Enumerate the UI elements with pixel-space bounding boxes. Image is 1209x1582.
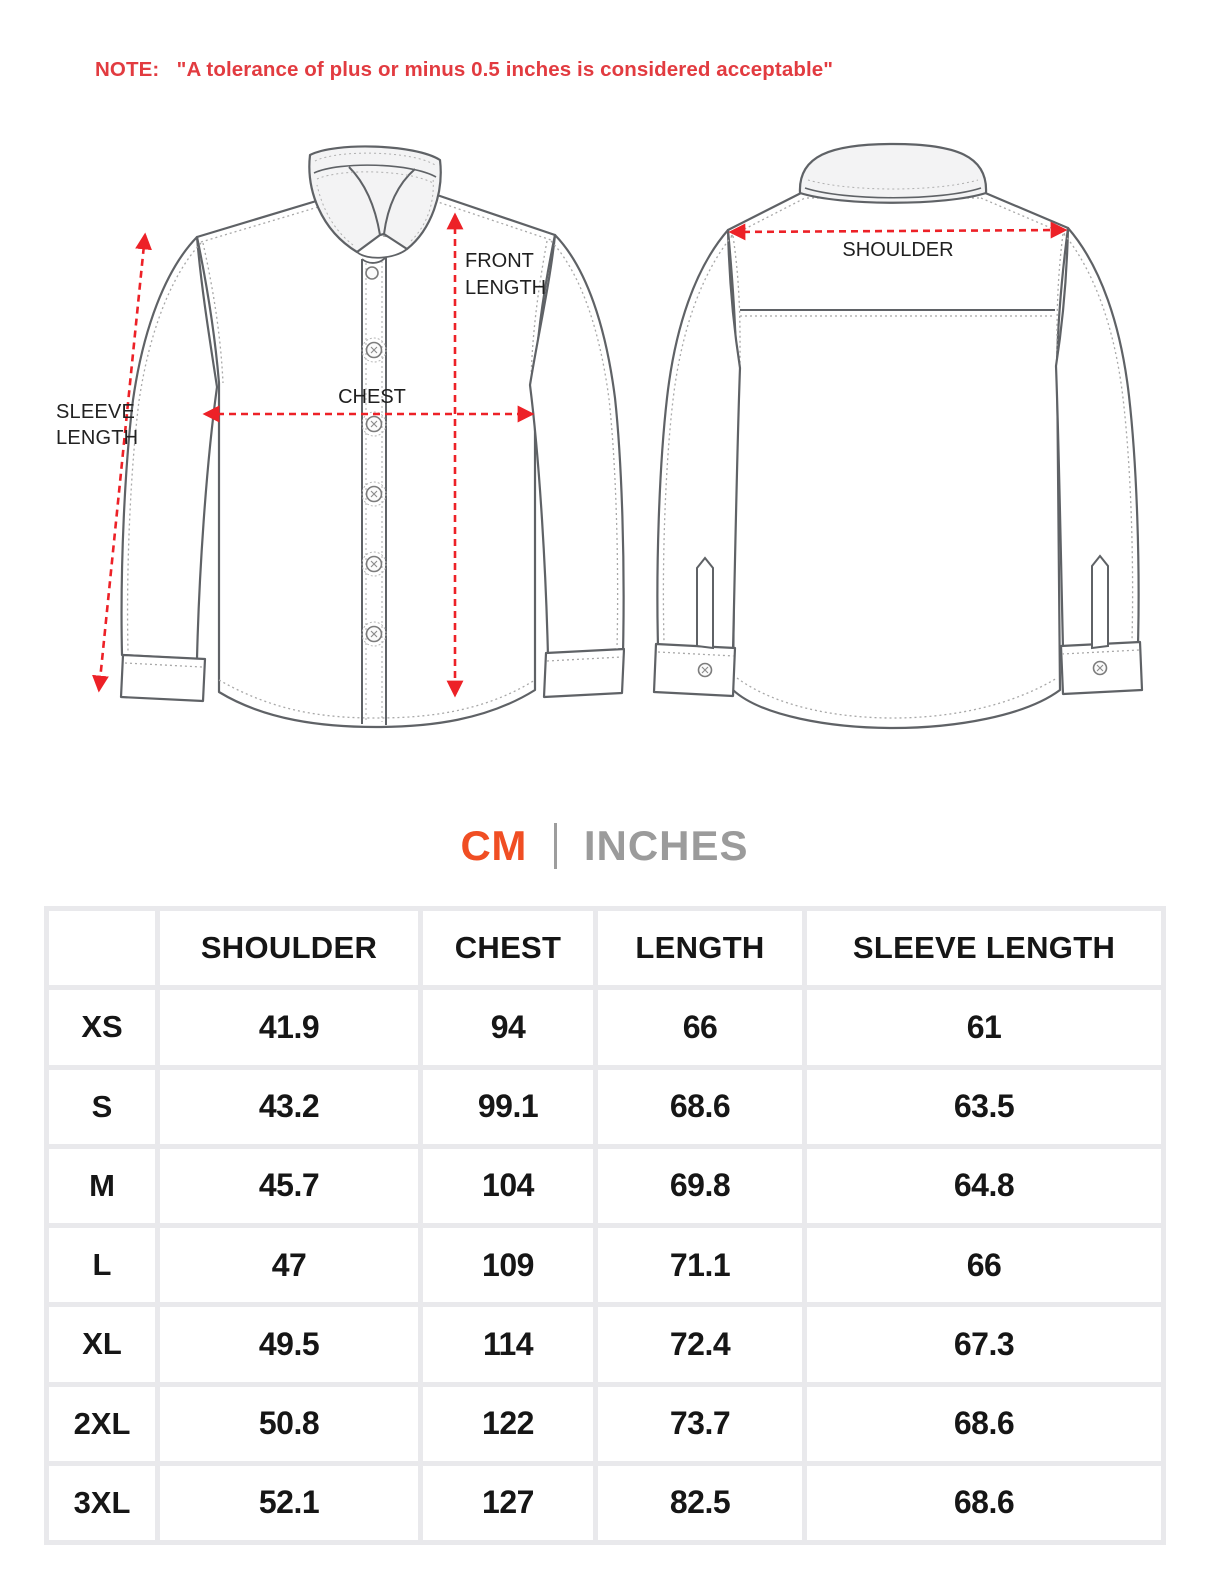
- value-cell: 104: [423, 1148, 593, 1223]
- back-collar: [798, 142, 988, 204]
- value-cell: 68.6: [598, 1069, 802, 1144]
- value-cell: 43.2: [160, 1069, 418, 1144]
- value-cell: 71.1: [598, 1228, 802, 1303]
- value-cell: 127: [423, 1465, 593, 1540]
- header-cell-empty: [49, 911, 155, 986]
- size-cell-s: S: [49, 1069, 155, 1144]
- chest-label: CHEST: [338, 386, 406, 408]
- sleeve-length-arrow: [92, 232, 152, 693]
- back-sleeves: [652, 226, 1144, 698]
- front-length-label-line2: LENGTH: [465, 277, 546, 299]
- header-cell-length: LENGTH: [598, 911, 802, 986]
- size-cell-xl: XL: [49, 1307, 155, 1382]
- value-cell: 49.5: [160, 1307, 418, 1382]
- unit-toggle: CM INCHES: [0, 822, 1209, 870]
- value-cell: 72.4: [598, 1307, 802, 1382]
- header-cell-shoulder: SHOULDER: [160, 911, 418, 986]
- value-cell: 67.3: [807, 1307, 1161, 1382]
- value-cell: 45.7: [160, 1148, 418, 1223]
- sleeve-length-label: SLEEVE LENGTH: [56, 401, 139, 449]
- value-cell: 68.6: [807, 1465, 1161, 1540]
- shoulder-label: SHOULDER: [842, 239, 953, 261]
- back-yoke-seam: [740, 309, 1055, 317]
- value-cell: 66: [807, 1228, 1161, 1303]
- header-cell-sleeve-length: SLEEVE LENGTH: [807, 911, 1161, 986]
- size-cell-3xl: 3XL: [49, 1465, 155, 1540]
- unit-inches-button[interactable]: INCHES: [583, 822, 749, 869]
- value-cell: 109: [423, 1228, 593, 1303]
- shirt-back-drawing: SHOULDER: [652, 142, 1144, 730]
- note-text: "A tolerance of plus or minus 0.5 inches…: [176, 58, 834, 81]
- shirt-front-body: [195, 193, 557, 729]
- value-cell: 82.5: [598, 1465, 802, 1540]
- front-hem-stitch: [218, 679, 536, 719]
- tolerance-note: NOTE: "A tolerance of plus or minus 0.5 …: [95, 58, 833, 82]
- value-cell: 73.7: [598, 1386, 802, 1461]
- front-seam-stitches: [200, 200, 552, 384]
- size-cell-2xl: 2XL: [49, 1386, 155, 1461]
- shirt-back-body: [726, 190, 1070, 730]
- shoulder-arrow: [728, 221, 1068, 241]
- value-cell: 52.1: [160, 1465, 418, 1540]
- value-cell: 122: [423, 1386, 593, 1461]
- size-cell-xs: XS: [49, 990, 155, 1065]
- value-cell: 61: [807, 990, 1161, 1065]
- front-collar: [308, 145, 442, 259]
- unit-cm-button[interactable]: CM: [460, 822, 527, 869]
- front-length-label-line1: FRONT: [465, 250, 534, 272]
- back-sleeve-stitches: [657, 233, 1140, 657]
- size-table: SHOULDER CHEST LENGTH SLEEVE LENGTH XS 4…: [44, 906, 1166, 1545]
- value-cell: 64.8: [807, 1148, 1161, 1223]
- value-cell: 114: [423, 1307, 593, 1382]
- value-cell: 69.8: [598, 1148, 802, 1223]
- back-cuff-plackets: [696, 554, 1109, 678]
- value-cell: 47: [160, 1228, 418, 1303]
- value-cell: 50.8: [160, 1386, 418, 1461]
- unit-divider: [553, 823, 557, 869]
- front-sleeve-stitches: [124, 240, 623, 668]
- value-cell: 41.9: [160, 990, 418, 1065]
- value-cell: 99.1: [423, 1069, 593, 1144]
- header-cell-chest: CHEST: [423, 911, 593, 986]
- value-cell: 94: [423, 990, 593, 1065]
- front-placket: [361, 256, 387, 725]
- front-measure-arrows: [92, 212, 535, 698]
- value-cell: 63.5: [807, 1069, 1161, 1144]
- size-cell-l: L: [49, 1228, 155, 1303]
- note-label: NOTE:: [95, 58, 160, 81]
- value-cell: 66: [598, 990, 802, 1065]
- value-cell: 68.6: [807, 1386, 1161, 1461]
- shirt-front-drawing: CHEST FRONT LENGTH: [92, 145, 625, 729]
- size-cell-m: M: [49, 1148, 155, 1223]
